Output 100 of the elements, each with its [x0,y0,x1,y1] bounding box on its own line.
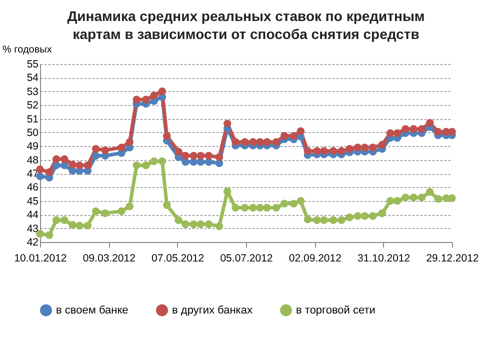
point [418,125,426,133]
point [263,138,271,146]
point [296,127,305,135]
point [393,197,402,205]
point [410,194,418,202]
point [92,207,100,216]
point [190,152,198,160]
point [45,168,54,176]
point [313,216,321,224]
point [434,128,442,136]
point [272,138,280,146]
y-tick-label: 44 [26,209,39,222]
legend-label: в других банках [172,304,253,316]
point [448,194,456,202]
point [386,129,394,138]
point [150,92,158,100]
point [142,96,150,104]
point [36,230,44,238]
point [346,213,354,222]
x-tick-label: 10.01.2012 [14,252,67,264]
point [249,138,257,146]
point [280,200,288,208]
point [126,202,134,210]
legend-label: в торговой сети [296,304,376,316]
x-tick-label: 29.12.2012 [426,252,479,264]
point [232,204,240,212]
point [354,212,362,220]
point [158,88,166,96]
point [386,197,394,205]
point [68,160,76,169]
point [280,132,288,140]
point [448,128,456,136]
point [224,187,232,196]
y-tick-label: 53 [26,86,39,98]
y-tick-label: 48 [26,154,39,166]
y-tick-label: 45 [26,195,39,208]
x-tick-label: 05.07.2012 [220,252,273,264]
point [162,132,171,140]
y-tick-label: 52 [26,100,39,112]
point [84,161,92,170]
point [92,152,100,160]
point [360,144,369,152]
point [393,129,402,138]
point [142,161,150,170]
y-tick-label: 46 [26,182,39,194]
point [190,220,198,228]
point [240,204,249,212]
point [329,147,338,155]
point [68,221,76,229]
point [240,138,249,146]
point [101,209,110,218]
point [313,147,321,155]
point [320,216,328,224]
y-tick-label: 51 [26,113,39,126]
point [402,125,410,133]
point [249,204,257,212]
point [118,144,126,152]
point [338,147,346,155]
point [215,222,224,230]
point [158,157,166,166]
point [182,152,190,160]
point [118,207,126,216]
point [215,153,224,161]
point [84,222,92,230]
chart-title: Динамика средних реальных ставок по кредитным картам в зависимости от способа снятия средств [67,8,425,42]
point [360,212,369,220]
point [45,231,54,240]
point [296,197,305,205]
point [329,216,338,224]
point [52,155,60,164]
point [196,152,204,160]
point [304,216,312,224]
point [92,145,100,153]
y-tick-label: 42 [26,236,39,248]
y-axis-title: % годовых [2,44,52,56]
point [368,144,377,152]
point [263,204,271,212]
point [60,155,68,164]
y-tick-label: 49 [26,140,39,153]
point [304,147,312,155]
point [402,194,410,202]
point [182,220,190,228]
point [132,161,140,170]
x-tick-label: 31.10.2012 [358,252,410,264]
point [174,148,182,156]
point [426,188,434,196]
point [272,204,280,212]
point [224,120,232,128]
point [354,144,362,152]
point [52,216,60,224]
point [132,96,140,104]
point [150,157,158,166]
y-tick-label: 43 [26,222,39,235]
point [101,146,110,154]
point [256,204,264,212]
point [338,216,346,224]
point [60,216,68,224]
point [418,194,426,202]
point [426,119,434,127]
point [410,125,418,133]
